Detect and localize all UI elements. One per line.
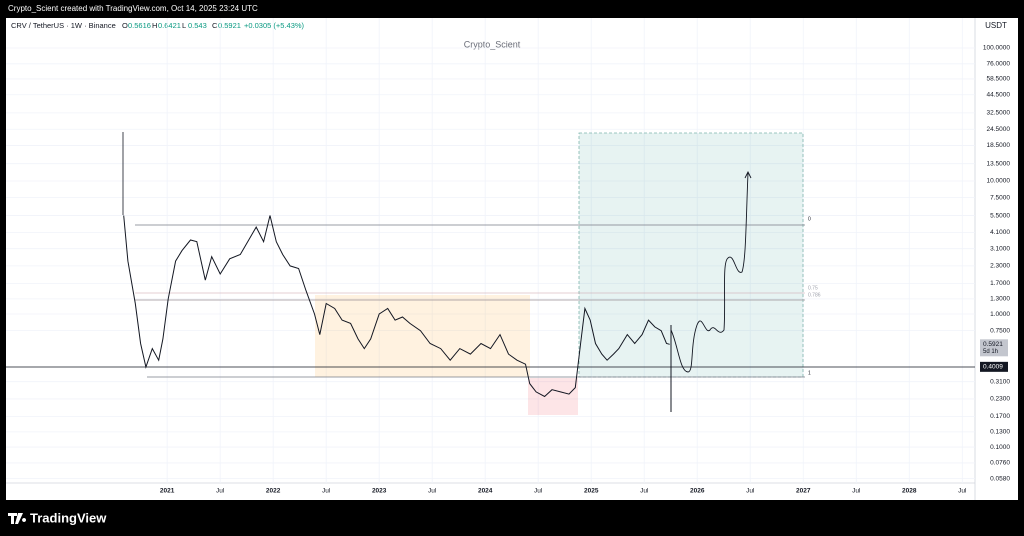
y-tick-label: 0.1000	[990, 444, 1010, 451]
fib-label: 0.75	[808, 285, 818, 291]
x-tick-label: 2028	[902, 488, 917, 495]
y-tick-label: 1.7000	[990, 280, 1010, 287]
y-tick-label: 0.0580	[990, 475, 1010, 482]
y-tick-label: 76.0000	[987, 61, 1011, 68]
ohlc-label: H	[152, 21, 157, 30]
currency: USDT	[985, 21, 1007, 30]
x-tick-label: 2027	[796, 488, 811, 495]
y-tick-label: 4.1000	[990, 229, 1010, 236]
last-price-tag	[980, 339, 1008, 357]
y-tick-label: 0.1300	[990, 429, 1010, 436]
x-tick-label: Jul	[322, 488, 331, 495]
ohlc: O 0.5616 H 0.6421 L 0.543 C 0.5921	[122, 21, 241, 30]
y-tick-label: 0.3100	[990, 378, 1010, 385]
projection-arrow	[744, 170, 752, 179]
level-label: 0.4009	[983, 364, 1003, 371]
countdown: 5d 1h	[983, 349, 998, 355]
x-tick-label: 2024	[478, 488, 493, 495]
x-tick-label: Jul	[958, 488, 967, 495]
y-tick-label: 0.0760	[990, 460, 1010, 467]
y-tick-label: 5.5000	[990, 212, 1010, 219]
y-tick-label: 0.1700	[990, 413, 1010, 420]
fib-label: 0	[808, 216, 811, 222]
x-tick-label: Jul	[534, 488, 543, 495]
y-tick-label: 3.1000	[990, 245, 1010, 252]
y-tick-label: 18.5000	[987, 142, 1011, 149]
last-price-label: 0.5921	[983, 341, 1003, 348]
brand: TradingView	[30, 510, 107, 525]
ohlc-value: 0.6421	[158, 21, 181, 30]
ohlc-value: 0.5616	[128, 21, 151, 30]
chart-panel	[6, 18, 1018, 500]
grid	[6, 18, 975, 483]
x-tick-label: 2021	[160, 488, 175, 495]
y-tick-label: 7.5000	[990, 194, 1010, 201]
range-box	[315, 295, 530, 377]
change: +0.0305 (+5.43%)	[244, 21, 305, 30]
x-tick-label: Jul	[428, 488, 437, 495]
target-box	[578, 132, 804, 378]
y-tick-label: 24.5000	[987, 126, 1011, 133]
x-tick-label: Jul	[852, 488, 861, 495]
ohlc-label: C	[212, 21, 218, 30]
projection-path	[670, 172, 749, 373]
x-tick-label: Jul	[640, 488, 649, 495]
fib-labels: 0 0.750.786 1	[808, 216, 821, 376]
x-tick-label: Jul	[746, 488, 755, 495]
x-tick-label: 2025	[584, 488, 599, 495]
y-tick-label: 10.0000	[987, 178, 1011, 185]
x-tick-label: 2026	[690, 488, 705, 495]
x-tick-label: 2022	[266, 488, 281, 495]
level-tag	[980, 361, 1008, 372]
fib-label: 0.786	[808, 292, 821, 298]
y-tick-label: 1.0000	[990, 311, 1010, 318]
ohlc-label: L	[182, 21, 186, 30]
watermark: Crypto_Scient	[464, 39, 521, 49]
fib-label: 1	[808, 370, 811, 376]
symbol: CRV / TetherUS · 1W · Binance	[11, 21, 116, 30]
y-tick-label: 32.5000	[987, 110, 1011, 117]
x-tick-label: Jul	[216, 488, 225, 495]
y-tick-label: 100.0000	[983, 45, 1010, 52]
y-tick-label: 0.7500	[990, 327, 1010, 334]
x-tick-label: 2023	[372, 488, 387, 495]
y-tick-label: 13.5000	[987, 160, 1011, 167]
y-tick-label: 1.3000	[990, 296, 1010, 303]
header-text: Crypto_Scient created with TradingView.c…	[8, 4, 258, 13]
ohlc-value: 0.543	[188, 21, 207, 30]
brand-logo	[8, 513, 27, 524]
y-tick-label: 44.5000	[987, 91, 1011, 98]
y-tick-label: 58.5000	[987, 76, 1011, 83]
ohlc-value: 0.5921	[218, 21, 241, 30]
ohlc-label: O	[122, 21, 128, 30]
range-box	[528, 378, 578, 415]
y-tick-label: 2.3000	[990, 263, 1010, 270]
y-tick-label: 0.2300	[990, 396, 1010, 403]
price-line	[123, 215, 670, 398]
